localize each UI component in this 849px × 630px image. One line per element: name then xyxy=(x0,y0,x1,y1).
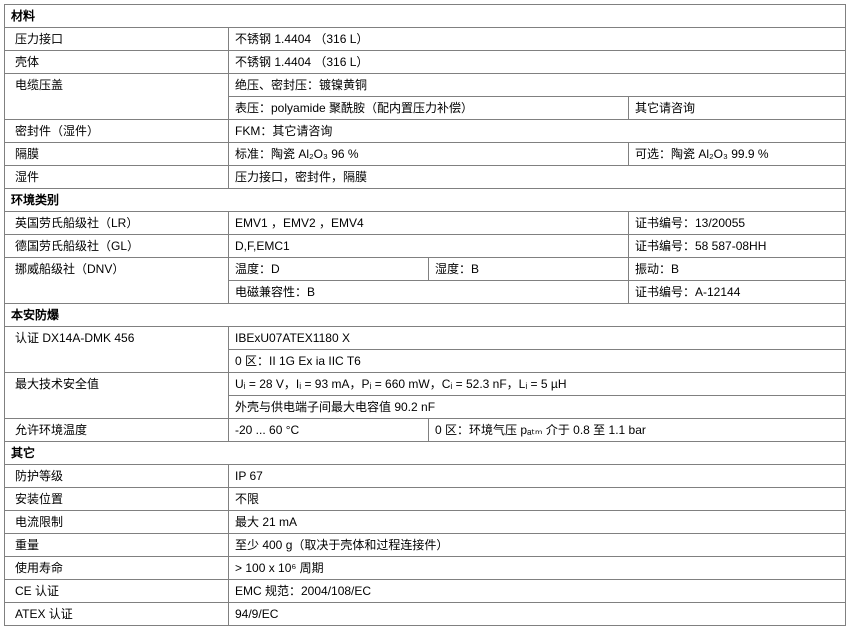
label-seal: 密封件（湿件） xyxy=(5,120,229,143)
label-atex: ATEX 认证 xyxy=(5,603,229,626)
value-pressure-port: 不锈钢 1.4404 （316 L） xyxy=(229,28,846,51)
value-cable-gland-2a: 表压：polyamide 聚酰胺（配内置压力补偿） xyxy=(229,97,629,120)
value-dnv-temp: 温度：D xyxy=(229,258,429,281)
section-env: 环境类别 xyxy=(5,189,846,212)
section-ex: 本安防爆 xyxy=(5,304,846,327)
cert-gl: 证书编号：58 587-08HH xyxy=(629,235,846,258)
section-materials: 材料 xyxy=(5,5,846,28)
value-cable-gland-1: 绝压、密封压：镀镍黄铜 xyxy=(229,74,846,97)
value-ip: IP 67 xyxy=(229,465,846,488)
value-wetted: 压力接口，密封件，隔膜 xyxy=(229,166,846,189)
label-mount: 安装位置 xyxy=(5,488,229,511)
label-current: 电流限制 xyxy=(5,511,229,534)
value-approval-2: 0 区：II 1G Ex ia IIC T6 xyxy=(229,350,846,373)
label-pressure-port: 压力接口 xyxy=(5,28,229,51)
value-life: > 100 x 10⁶ 周期 xyxy=(229,557,846,580)
label-safety: 最大技术安全值 xyxy=(5,373,229,419)
section-other: 其它 xyxy=(5,442,846,465)
value-gl: D,F,EMC1 xyxy=(229,235,629,258)
value-approval-1: IBExU07ATEX1180 X xyxy=(229,327,846,350)
value-amb-temp-2: 0 区：环境气压 pₐₜₘ 介于 0.8 至 1.1 bar xyxy=(429,419,846,442)
label-ce: CE 认证 xyxy=(5,580,229,603)
value-amb-temp-1: -20 ... 60 °C xyxy=(229,419,429,442)
value-diaphragm-std: 标准：陶瓷 Al₂O₃ 96 % xyxy=(229,143,629,166)
label-dnv: 挪威船级社（DNV） xyxy=(5,258,229,304)
label-ip: 防护等级 xyxy=(5,465,229,488)
value-dnv-vib: 振动：B xyxy=(629,258,846,281)
label-life: 使用寿命 xyxy=(5,557,229,580)
label-diaphragm: 隔膜 xyxy=(5,143,229,166)
value-case: 不锈钢 1.4404 （316 L） xyxy=(229,51,846,74)
value-seal: FKM：其它请咨询 xyxy=(229,120,846,143)
label-case: 壳体 xyxy=(5,51,229,74)
label-lr: 英国劳氏船级社（LR） xyxy=(5,212,229,235)
cert-dnv: 证书编号：A-12144 xyxy=(629,281,846,304)
value-safety-1: Uᵢ = 28 V，Iᵢ = 93 mA，Pᵢ = 660 mW，Cᵢ = 52… xyxy=(229,373,846,396)
value-dnv-hum: 湿度：B xyxy=(429,258,629,281)
value-dnv-emc: 电磁兼容性：B xyxy=(229,281,629,304)
label-wetted: 湿件 xyxy=(5,166,229,189)
value-cable-gland-2b: 其它请咨询 xyxy=(629,97,846,120)
label-weight: 重量 xyxy=(5,534,229,557)
label-approval: 认证 DX14A-DMK 456 xyxy=(5,327,229,373)
label-gl: 德国劳氏船级社（GL） xyxy=(5,235,229,258)
value-atex: 94/9/EC xyxy=(229,603,846,626)
value-current: 最大 21 mA xyxy=(229,511,846,534)
label-cable-gland: 电缆压盖 xyxy=(5,74,229,120)
value-weight: 至少 400 g（取决于壳体和过程连接件） xyxy=(229,534,846,557)
value-ce: EMC 规范：2004/108/EC xyxy=(229,580,846,603)
value-safety-2: 外壳与供电端子间最大电容值 90.2 nF xyxy=(229,396,846,419)
value-mount: 不限 xyxy=(229,488,846,511)
value-lr: EMV1 ，EMV2 ，EMV4 xyxy=(229,212,629,235)
label-amb-temp: 允许环境温度 xyxy=(5,419,229,442)
spec-table: 材料 压力接口 不锈钢 1.4404 （316 L） 壳体 不锈钢 1.4404… xyxy=(4,4,846,626)
value-diaphragm-opt: 可选：陶瓷 Al₂O₃ 99.9 % xyxy=(629,143,846,166)
cert-lr: 证书编号：13/20055 xyxy=(629,212,846,235)
